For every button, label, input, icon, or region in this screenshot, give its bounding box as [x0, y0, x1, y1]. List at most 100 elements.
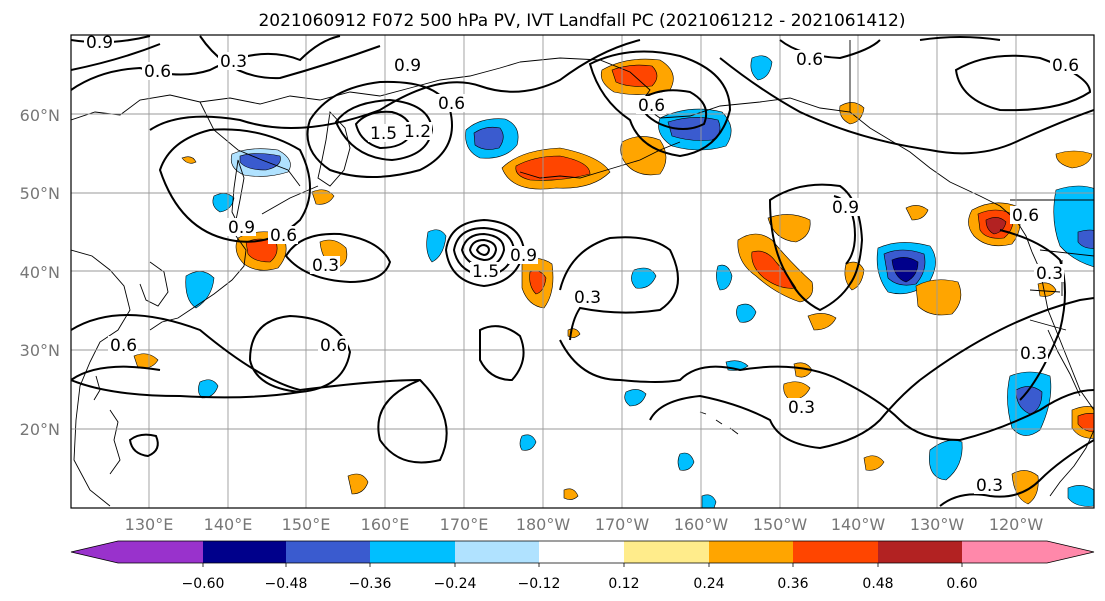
shade-pos-22 — [1037, 282, 1057, 297]
pv-contour-cutoff2-ring5 — [475, 243, 491, 257]
contour-label: 0.6 — [796, 50, 823, 70]
shade-neg-15 — [624, 389, 647, 407]
lat-label: 40°N — [20, 263, 60, 282]
shade-neg-18 — [519, 434, 537, 451]
shade-neg-16 — [736, 303, 757, 323]
contour-label-bg — [218, 52, 248, 70]
contour-label: 0.3 — [976, 476, 1003, 496]
pv-contour-mid-band — [71, 314, 448, 464]
contour-label: 0.9 — [510, 246, 537, 266]
coast-baja — [1047, 329, 1081, 397]
lon-label: 140°W — [831, 515, 886, 534]
colorbar-tick-label: 0.48 — [862, 576, 893, 592]
pv-contour-japan-ring — [284, 232, 392, 284]
lat-label: 50°N — [20, 184, 60, 203]
contour-label-bg — [794, 50, 824, 68]
contour-label: 0.6 — [270, 226, 297, 246]
pv-contour-west-basin — [248, 314, 352, 394]
shade-neg-19 — [677, 452, 695, 471]
contour-label-bg — [392, 56, 422, 74]
contour-label: 0.9 — [86, 33, 113, 53]
lon-label: 160°E — [361, 515, 410, 534]
contour-label-group: 0.9 0.6 0.3 0.9 0.6 1.5 1.2 0.6 0.6 0.9 — [84, 33, 1080, 496]
colorbar-tick-label: −0.48 — [265, 576, 308, 592]
lat-label: 60°N — [20, 106, 60, 125]
pv-contour-subtropical — [71, 339, 1094, 442]
pv-contour-southeast — [649, 297, 1094, 450]
contour-label: 0.3 — [788, 398, 815, 418]
coast-asia-north — [71, 61, 521, 121]
contour-label-bg — [974, 476, 1004, 494]
latitude-labels: 60°N 50°N 40°N 30°N 20°N — [20, 106, 60, 439]
contour-label-bg — [402, 122, 432, 140]
contour-label-bg — [572, 288, 602, 306]
shade-neg-13 — [929, 439, 963, 481]
colorbar-tick-label: −0.12 — [518, 576, 561, 592]
coast-philippines — [109, 409, 121, 475]
pv-contour-southeast-2 — [939, 439, 1094, 507]
shade-pos-26 — [563, 488, 579, 500]
coast-mexico — [1049, 429, 1094, 497]
coast-taiwan — [93, 375, 101, 401]
contour-label: 0.3 — [1020, 344, 1047, 364]
colorbar-segment — [539, 541, 624, 563]
pv-contour-cutoff2-ring4 — [468, 238, 498, 262]
pv-contour-northeast-arc — [919, 36, 1001, 41]
contour-label-bg — [108, 336, 138, 354]
pv-contour-northeast-ring — [954, 54, 1092, 112]
contour-label: 0.3 — [312, 256, 339, 276]
pv-contour-alaska-mid — [638, 89, 708, 130]
colorbar-tick-label: −0.60 — [182, 576, 225, 592]
map-panel: 0.9 0.6 0.3 0.9 0.6 1.5 1.2 0.6 0.6 0.9 — [70, 33, 1095, 509]
shade-neg-4 — [750, 55, 773, 81]
longitude-labels: 130°E 140°E 150°E 160°E 170°E 180°W 170°… — [125, 515, 1044, 534]
contour-label: 0.6 — [144, 62, 171, 82]
colorbar-tick-label: 0.24 — [693, 576, 724, 592]
colorbar: −0.60 −0.48 −0.36 −0.24 −0.12 0.12 0.24 … — [70, 540, 1095, 592]
coast-canada-border — [849, 40, 1094, 296]
shade-neg-5-center — [891, 257, 919, 283]
contour-label-bg — [786, 398, 816, 416]
lon-label: 130°W — [910, 515, 965, 534]
contour-label-bg — [636, 96, 666, 114]
contour-label-bg — [142, 62, 172, 80]
colorbar-segment — [203, 541, 286, 563]
pv-contour-east-cutoff — [768, 183, 864, 312]
colorbar-tick-label: −0.24 — [434, 576, 477, 592]
lon-label: 170°E — [440, 515, 489, 534]
lon-label: 130°E — [125, 515, 174, 534]
colorbar-segment — [709, 541, 793, 563]
map-frame — [70, 34, 1095, 509]
pv-contour-east-coast — [999, 229, 1066, 401]
colorbar-outline — [70, 540, 1095, 564]
shade-pos-24 — [863, 455, 885, 471]
shade-pos-25 — [181, 156, 197, 164]
lon-label: 150°E — [282, 515, 331, 534]
colorbar-extend-max — [1047, 541, 1094, 563]
lon-label: 140°E — [204, 515, 253, 534]
contour-label-bg — [1034, 264, 1064, 282]
contour-label-bg — [226, 218, 256, 236]
contour-label-bg — [84, 35, 114, 51]
lon-label: 170°W — [595, 515, 650, 534]
coast-bc-northwest — [999, 205, 1094, 411]
contour-label-bg — [508, 246, 538, 264]
shade-neg-6-core — [1077, 229, 1094, 249]
shade-neg-10 — [212, 193, 235, 213]
colorbar-ticks — [202, 563, 963, 567]
contour-label: 0.6 — [438, 94, 465, 114]
contour-label-bg — [470, 262, 500, 280]
colorbar-segment — [793, 541, 878, 563]
contour-label: 0.6 — [320, 336, 347, 356]
coast-kuril-chain — [261, 185, 319, 215]
colorbar-segment — [878, 541, 962, 563]
figure-title: 2021060912 F072 500 hPa PV, IVT Landfall… — [258, 11, 905, 31]
contour-label: 0.6 — [1052, 56, 1079, 76]
colorbar-tick-label: −0.36 — [349, 576, 392, 592]
shade-pos-4-core — [245, 238, 278, 263]
contour-label: 1.5 — [472, 262, 499, 282]
shade-pos-13 — [1055, 150, 1093, 169]
contour-label-bg — [830, 198, 860, 216]
pv-contour-central-trough — [559, 236, 679, 341]
colorbar-extend-min — [71, 541, 118, 563]
